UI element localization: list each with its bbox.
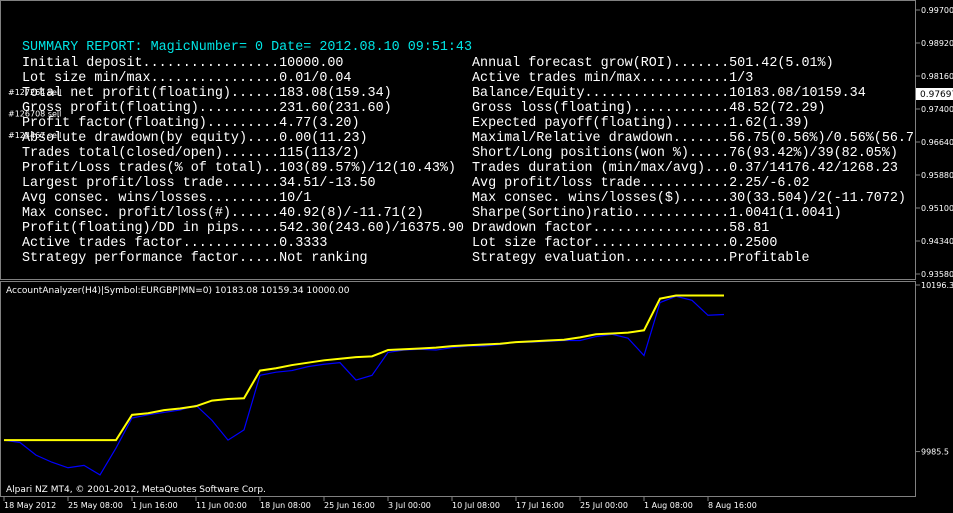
price-label: 0.97400 [921,105,953,114]
time-label: 11 Jun 00:00 [196,501,247,510]
report-row: Active trades min/max...........1/3 [472,71,753,86]
trade-label: #127264 sell [8,88,61,97]
report-row: Active trades factor............0.3333 [22,236,327,251]
time-label: 17 Jul 16:00 [516,501,564,510]
report-title: SUMMARY REPORT: MagicNumber= 0 Date= 201… [22,40,472,55]
lower-panel-border [0,281,916,497]
report-row: Expected payoff(floating).......1.62(1.3… [472,116,810,131]
y-tick-label: 9985.5 [921,448,949,457]
footer: Alpari NZ MT4, © 2001-2012, MetaQuotes S… [6,485,266,495]
equity-line [3,295,725,476]
report-row: Gross loss(floating)............48.52(72… [472,101,826,116]
price-label: 0.96640 [921,138,953,147]
report-row: Lot size min/max................0.01/0.0… [22,71,351,86]
time-label: 25 Jul 00:00 [580,501,628,510]
report-row: Max consec. profit/loss(#)......40.92(8)… [22,206,424,221]
time-label: 18 May 2012 [4,501,56,510]
report-row: Lot size factor.................0.2500 [472,236,777,251]
price-label: 0.98920 [921,39,953,48]
upper-panel-border [0,0,916,280]
time-label: 1 Jun 16:00 [132,501,178,510]
price-label: 0.95880 [921,171,953,180]
report-row: Short/Long positions(won %).....76(93.42… [472,146,898,161]
report-row: Strategy performance factor.....Not rank… [22,251,368,266]
report-row: Trades duration (min/max/avg)...0.37/141… [472,161,898,176]
report-row: Initial deposit.................10000.00 [22,56,343,71]
price-label: 0.98160 [921,72,953,81]
report-row: Strategy evaluation.............Profitab… [472,251,810,266]
current-price-box [916,88,953,100]
report-row: Trades total(closed/open).......115(113/… [22,146,360,161]
report-row: Total net profit(floating)......183.08(1… [22,86,392,101]
y-tick-label: 10196.3 [921,281,953,290]
report-row: Profit factor(floating).........4.77(3.2… [22,116,360,131]
report-row: Gross profit(floating)..........231.60(2… [22,101,392,116]
report-row: Profit/Loss trades(% of total)..103(89.5… [22,161,456,176]
report-row: Sharpe(Sortino)ratio............1.0041(1… [472,206,842,221]
time-label: 3 Jul 00:00 [388,501,431,510]
price-label: 0.95100 [921,204,953,213]
time-label: 25 May 08:00 [68,501,123,510]
price-label: 0.99700 [921,6,953,15]
report-row: Maximal/Relative drawdown.......56.75(0.… [472,131,914,146]
indicator-title: AccountAnalyzer(H4)|Symbol:EURGBP|MN=0) … [6,286,350,296]
trade-label: #124467 sell [8,131,61,140]
report-row: Largest profit/loss trade.......34.51/-1… [22,176,376,191]
time-label: 8 Aug 16:00 [708,501,757,510]
balance-line [4,294,724,442]
current-price: 0.97697 [920,90,953,100]
time-label: 1 Aug 08:00 [644,501,693,510]
report-row: Avg consec. wins/losses.........10/1 [22,191,311,206]
time-label: 10 Jul 08:00 [452,501,500,510]
report-row: Balance/Equity..................10183.08… [472,86,866,101]
report-row: Avg profit/loss trade...........2.25/-6.… [472,176,810,191]
price-label: 0.93580 [921,270,953,279]
report-row: Profit(floating)/DD in pips.....542.30(2… [22,221,464,236]
price-label: 0.94340 [921,237,953,246]
report-row: Drawdown factor.................58.81 [472,221,769,236]
report-row: Annual forecast grow(ROI).......501.42(5… [472,56,834,71]
report-row: Absolute drawdown(by equity)....0.00(11.… [22,131,368,146]
report-row: Max consec. wins/losses($)......30(33.50… [472,191,906,206]
time-label: 18 Jun 08:00 [260,501,311,510]
time-label: 25 Jun 16:00 [324,501,375,510]
trade-label: #126708 sell [8,110,61,119]
